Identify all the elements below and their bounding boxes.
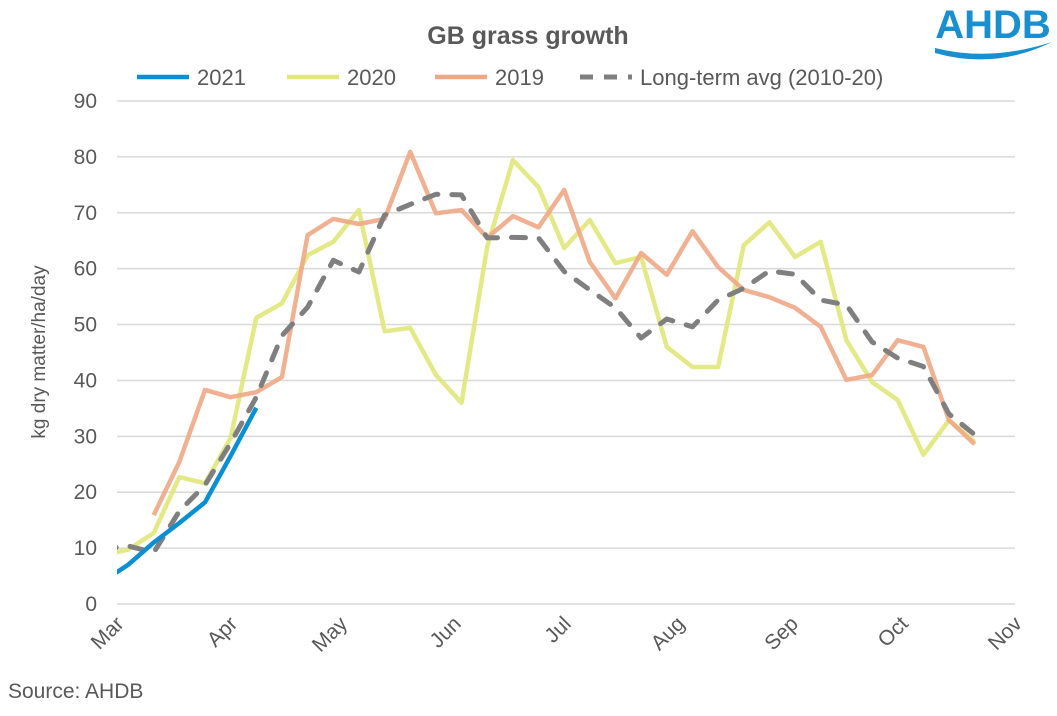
- x-tick-label: Nov: [984, 612, 1027, 655]
- x-axis-ticks: Mar Apr May Jun Jul Aug Sep Oct Nov: [87, 612, 1027, 657]
- y-tick-label: 90: [74, 90, 97, 113]
- x-tick-label: Apr: [203, 612, 242, 651]
- series-line-2019: [154, 152, 975, 515]
- x-tick-label: May: [308, 612, 353, 657]
- y-tick-label: 10: [74, 537, 97, 560]
- legend-label: 2020: [347, 65, 396, 90]
- x-tick-label: Jul: [540, 612, 575, 647]
- y-axis-ticks: 0 10 20 30 40 50 60 70 80 90: [74, 90, 97, 616]
- y-axis-label: kg dry matter/ha/day: [29, 265, 50, 439]
- ahdb-logo: AHDB: [935, 3, 1052, 59]
- legend-item: 2020: [287, 65, 396, 90]
- gridlines: [117, 101, 1015, 604]
- series-line-2020: [102, 160, 974, 555]
- chart-title: GB grass growth: [427, 22, 628, 50]
- x-tick-label: Aug: [647, 612, 690, 655]
- y-tick-label: 0: [85, 593, 97, 616]
- y-tick-label: 70: [74, 202, 97, 225]
- y-tick-label: 40: [74, 369, 97, 392]
- legend: 2021 2020 2019 Long-term avg (2010-20): [137, 65, 883, 90]
- x-tick-label: Mar: [87, 612, 129, 654]
- y-tick-label: 50: [74, 314, 97, 337]
- y-tick-label: 30: [74, 425, 97, 448]
- source-note: Source: AHDB: [8, 680, 143, 703]
- x-tick-label: Oct: [874, 612, 913, 651]
- legend-label: 2019: [495, 65, 544, 90]
- y-tick-label: 20: [74, 481, 97, 504]
- logo-text: AHDB: [935, 3, 1051, 47]
- y-tick-label: 80: [74, 146, 97, 169]
- legend-label: Long-term avg (2010-20): [640, 65, 883, 90]
- y-tick-label: 60: [74, 258, 97, 281]
- legend-item: 2019: [435, 65, 544, 90]
- x-tick-label: Sep: [760, 612, 803, 655]
- x-tick-label: Jun: [426, 612, 466, 652]
- legend-label: 2021: [197, 65, 246, 90]
- legend-item: Long-term avg (2010-20): [580, 65, 883, 90]
- series-lines: [102, 152, 974, 582]
- legend-item: 2021: [137, 65, 246, 90]
